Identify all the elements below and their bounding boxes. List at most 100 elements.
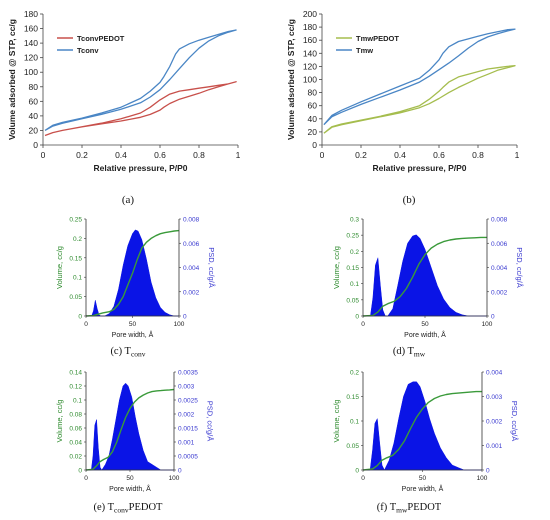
x-tick-label: 0 — [41, 150, 46, 160]
psd-panel-e: 0 0.02 0.04 0.06 0.08 0.1 0.12 0.14 0 0.0005 0.001… — [55, 370, 215, 515]
right-tick-label: 0.008 — [491, 217, 508, 224]
left-tick-label: 0.05 — [346, 443, 359, 450]
right-tick-label: 0 — [486, 468, 490, 475]
y-tick-label: 140 — [24, 38, 38, 48]
y-tick-label: 200 — [303, 9, 317, 19]
right-tick-label: 0.004 — [491, 265, 508, 272]
x-tick-label: 100 — [477, 475, 488, 482]
psd-panel-f: 0 0.05 0.1 0.15 0.2 0 0.001 0.002 0.003 0.004 0 50 1… — [332, 370, 519, 515]
right-tick-label: 0.004 — [183, 265, 200, 272]
left-tick-label: 0.2 — [73, 236, 82, 243]
x-axis-label: Pore width, Å — [404, 330, 446, 339]
left-tick-label: 0.02 — [69, 454, 82, 461]
left-tick-label: 0 — [355, 314, 359, 321]
left-tick-label: 0.1 — [350, 419, 359, 426]
right-y-axis-label: PSD, cc/g/Å — [206, 401, 215, 441]
legend-label: Tmw — [356, 46, 373, 55]
right-tick-label: 0.006 — [491, 241, 508, 248]
psd-area — [363, 234, 487, 317]
cumulative-volume-line — [85, 229, 180, 317]
right-tick-label: 0 — [491, 314, 495, 321]
right-tick-label: 0.003 — [486, 394, 503, 401]
left-tick-label: 0.04 — [69, 440, 82, 447]
left-tick-label: 0 — [78, 468, 82, 475]
y-tick-label: 40 — [308, 114, 318, 124]
right-tick-label: 0.002 — [486, 419, 503, 426]
cumulative-volume-line — [362, 236, 487, 317]
x-tick-label: 0.6 — [433, 150, 445, 160]
y-tick-label: 80 — [308, 88, 318, 98]
panel-caption: (b) — [403, 194, 416, 206]
left-tick-label: 0.1 — [73, 398, 82, 405]
right-tick-label: 0 — [178, 468, 182, 475]
x-tick-label: 0 — [361, 321, 365, 328]
left-tick-label: 0.1 — [73, 275, 82, 282]
cumulative-volume-line — [362, 390, 482, 471]
psd-panel-d: 0 0.05 0.1 0.15 0.2 0.25 0.3 0 0.002 0.004 0.006 0.… — [332, 217, 524, 359]
y-tick-label: 60 — [308, 101, 318, 111]
left-tick-label: 0.25 — [346, 233, 359, 240]
right-tick-label: 0.0015 — [178, 426, 198, 433]
panel-caption: (d) Tmw — [393, 346, 426, 359]
x-tick-label: 100 — [174, 321, 185, 328]
y-tick-label: 160 — [24, 24, 38, 34]
left-tick-label: 0.2 — [350, 370, 359, 377]
y-tick-label: 120 — [303, 61, 317, 71]
series-line-Tconv — [44, 29, 237, 131]
y-tick-label: 20 — [29, 125, 39, 135]
x-axis-label: Relative pressure, P/P0 — [372, 163, 466, 173]
x-axis-label: Pore width, Å — [109, 484, 151, 493]
legend-label: TmwPEDOT — [356, 34, 399, 43]
left-tick-label: 0 — [78, 314, 82, 321]
left-tick-label: 0.08 — [69, 412, 82, 419]
left-tick-label: 0.15 — [69, 255, 82, 262]
y-tick-label: 80 — [29, 82, 39, 92]
panel-caption: (f) TmwPEDOT — [377, 502, 442, 515]
left-tick-label: 0.15 — [346, 394, 359, 401]
right-tick-label: 0 — [183, 314, 187, 321]
right-tick-label: 0.008 — [183, 217, 200, 224]
left-tick-label: 0.1 — [350, 281, 359, 288]
right-tick-label: 0.0005 — [178, 454, 198, 461]
right-tick-label: 0.002 — [183, 289, 200, 296]
left-tick-label: 0 — [355, 468, 359, 475]
x-tick-label: 0 — [84, 475, 88, 482]
series-line-TmwPEDOT — [323, 65, 516, 134]
right-tick-label: 0.003 — [178, 384, 195, 391]
right-tick-label: 0.006 — [183, 241, 200, 248]
y-tick-label: 100 — [303, 75, 317, 85]
right-y-axis-label: PSD, cc/g/Å — [515, 247, 524, 287]
left-tick-label: 0.06 — [69, 426, 82, 433]
right-y-axis-label: PSD, cc/g/Å — [510, 401, 519, 441]
left-tick-label: 0.05 — [69, 294, 82, 301]
legend-label: Tconv — [77, 46, 99, 55]
left-y-axis-label: Volume, cc/g — [332, 400, 341, 443]
x-tick-label: 0 — [320, 150, 325, 160]
y-tick-label: 0 — [33, 140, 38, 150]
x-tick-label: 0.8 — [472, 150, 484, 160]
right-tick-label: 0.0025 — [178, 398, 198, 405]
left-tick-label: 0.15 — [346, 265, 359, 272]
left-y-axis-label: Volume, cc/g — [55, 400, 64, 443]
series-line-Tmw — [323, 28, 516, 126]
x-axis-label: Pore width, Å — [402, 484, 444, 493]
y-axis-label: Volume adsorbed @ STP, cc/g — [286, 19, 296, 140]
y-tick-label: 40 — [29, 111, 39, 121]
y-tick-label: 160 — [303, 35, 317, 45]
psd-panel-c: 0 0.05 0.1 0.15 0.2 0.25 0 0.002 0.004 0.006 0.008… — [55, 217, 216, 359]
y-tick-label: 20 — [308, 127, 318, 137]
y-tick-label: 180 — [303, 22, 317, 32]
right-tick-label: 0.001 — [486, 443, 503, 450]
psd-area — [86, 382, 174, 471]
y-tick-label: 180 — [24, 9, 38, 19]
panel-caption: (e) TconvPEDOT — [94, 502, 164, 515]
isotherm-panel-a: 0 20 40 60 80 100 120 140 160 180 0 0.2 0.4 0.6 0.8 1 Re… — [7, 9, 241, 206]
x-tick-label: 0.6 — [154, 150, 166, 160]
x-tick-label: 1 — [236, 150, 241, 160]
y-tick-label: 0 — [312, 140, 317, 150]
left-tick-label: 0.05 — [346, 297, 359, 304]
x-tick-label: 100 — [169, 475, 180, 482]
right-tick-label: 0.002 — [491, 289, 508, 296]
right-tick-label: 0.001 — [178, 440, 195, 447]
